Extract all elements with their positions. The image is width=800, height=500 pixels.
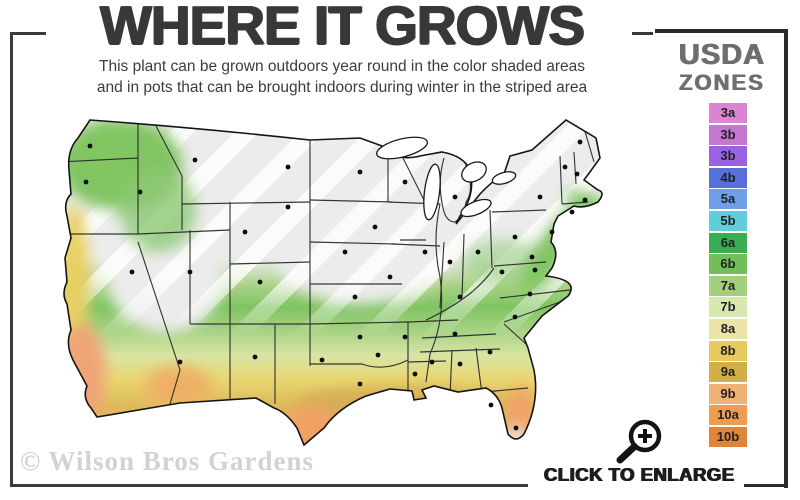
subtitle: This plant can be grown outdoors year ro… bbox=[28, 57, 656, 98]
city-markers bbox=[83, 139, 588, 431]
zone-swatch-3b: 3b bbox=[709, 124, 747, 145]
subtitle-line-1: This plant can be grown outdoors year ro… bbox=[99, 58, 585, 75]
zone-swatch-9b: 9b bbox=[709, 383, 747, 404]
zone-swatch-8a: 8a bbox=[709, 318, 747, 339]
zone-swatch-10a: 10a bbox=[709, 405, 747, 426]
frame-border-bottom-right bbox=[744, 484, 788, 487]
zone-swatch-7a: 7a bbox=[709, 275, 747, 296]
frame-border-bottom-left bbox=[10, 484, 528, 487]
zone-swatch-9a: 9a bbox=[709, 362, 747, 383]
state-borders bbox=[64, 124, 595, 412]
zone-swatch-10b: 10b bbox=[709, 426, 747, 447]
watermark: © Wilson Bros Gardens bbox=[20, 446, 314, 476]
us-hardiness-map-graphic bbox=[63, 119, 603, 447]
zone-swatch-8b: 8b bbox=[709, 340, 747, 361]
usda-zones-legend: USDA ZONES 3a 3b 3b 4b 5a 5b 6a 6b 7a 7b 8a 8b 9a 9b 1… bbox=[658, 40, 786, 447]
frame-border-top-right bbox=[655, 29, 788, 33]
usda-zones-list: 3a 3b 3b 4b 5a 5b 6a 6b 7a 7b 8a 8b 9a 9b 10a 10b bbox=[670, 103, 786, 447]
zone-swatch-6b: 6b bbox=[709, 254, 747, 275]
zone-swatch-7b: 7b bbox=[709, 297, 747, 318]
zone-swatch-3a: 3a bbox=[709, 103, 747, 123]
zone-swatch-3b: 3b bbox=[709, 146, 747, 167]
great-lakes bbox=[376, 136, 517, 221]
enlarge-label: CLICK TO ENLARGE bbox=[544, 464, 735, 485]
zone-swatch-4b: 4b bbox=[709, 167, 747, 188]
click-to-enlarge-button[interactable]: CLICK TO ENLARGE bbox=[540, 408, 785, 488]
zone-swatch-5b: 5b bbox=[709, 210, 747, 231]
page-title: WHERE IT GROWS bbox=[99, 0, 585, 56]
usda-zone-map[interactable] bbox=[60, 112, 652, 460]
subtitle-line-2: and in pots that can be brought indoors … bbox=[96, 78, 588, 96]
frame-border-top-left bbox=[10, 32, 46, 35]
magnifier-plus-icon bbox=[616, 419, 662, 464]
frame-title-dash bbox=[632, 32, 653, 35]
zone-swatch-6a: 6a bbox=[709, 232, 747, 253]
frame-border-right bbox=[784, 29, 788, 488]
legend-title-usda: USDA bbox=[678, 39, 766, 71]
frame-border-left bbox=[10, 32, 13, 487]
legend-title-zones: ZONES bbox=[679, 70, 765, 95]
zone-swatch-5a: 5a bbox=[709, 189, 747, 210]
